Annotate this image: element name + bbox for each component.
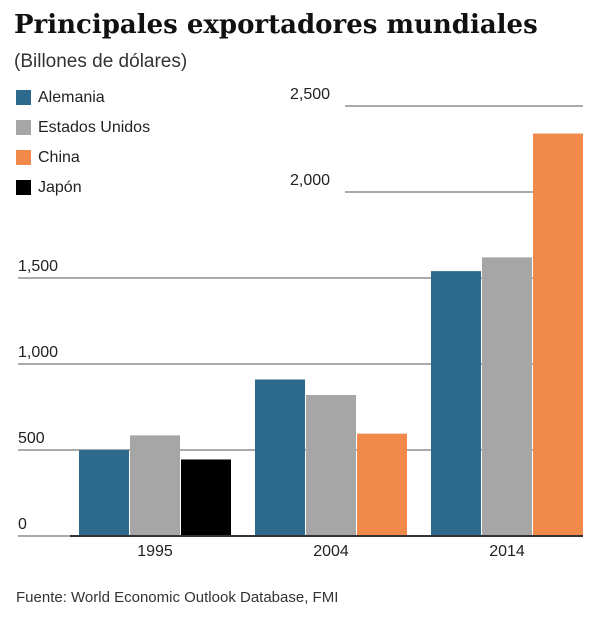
bar (79, 450, 129, 536)
legend-label: Alemania (38, 89, 105, 106)
bar (482, 257, 532, 536)
source-note: Fuente: World Economic Outlook Database,… (16, 589, 338, 606)
chart-subtitle: (Billones de dólares) (14, 51, 187, 72)
legend-label: Estados Unidos (38, 119, 150, 136)
legend-swatch (16, 90, 31, 105)
y-tick-label: 2,000 (290, 172, 330, 189)
bar (431, 271, 481, 536)
bar (306, 394, 356, 536)
bar (130, 435, 180, 536)
chart-title: Principales exportadores mundiales (14, 10, 538, 40)
legend-swatch (16, 150, 31, 165)
y-tick-label: 1,500 (18, 258, 58, 275)
bar (255, 379, 305, 536)
x-tick-label: 2014 (489, 543, 525, 560)
y-tick-label: 1,000 (18, 344, 58, 361)
x-tick-label: 1995 (137, 543, 173, 560)
bar (533, 133, 583, 536)
x-tick-label: 2004 (313, 543, 349, 560)
legend-swatch (16, 180, 31, 195)
legend-swatch (16, 120, 31, 135)
y-tick-label: 2,500 (290, 86, 330, 103)
legend-label: Japón (38, 179, 82, 196)
legend-label: China (38, 149, 80, 166)
y-tick-label: 500 (18, 430, 45, 447)
bar (357, 433, 407, 536)
y-tick-label: 0 (18, 516, 27, 533)
bar (181, 459, 231, 536)
